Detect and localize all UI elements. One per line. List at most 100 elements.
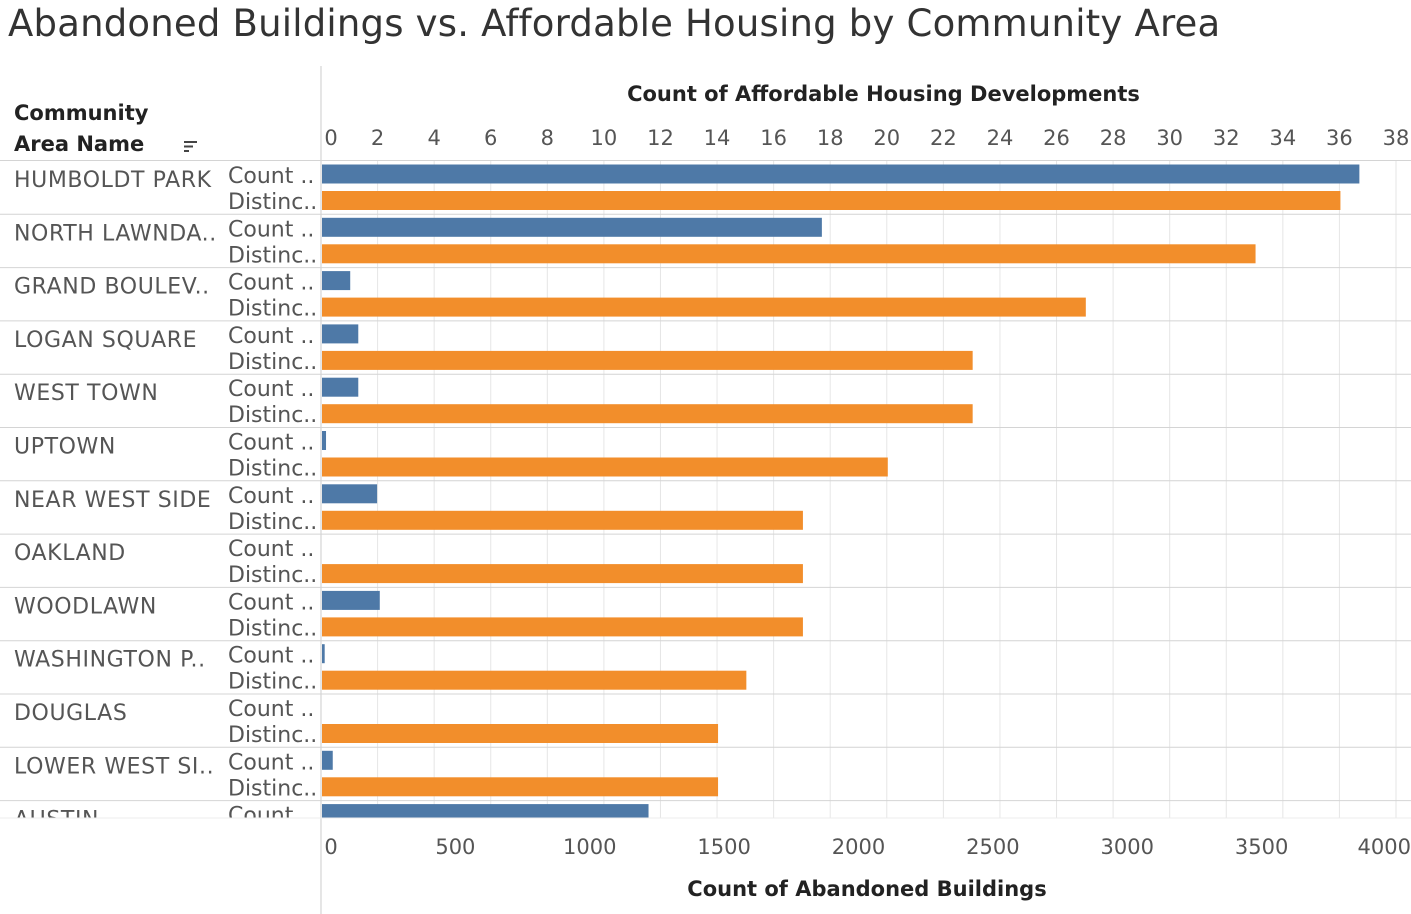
top-axis-tick-label: 36 — [1326, 126, 1353, 150]
measure-label-distinct: Distinc.. — [228, 457, 317, 482]
bar-distinct[interactable] — [322, 724, 719, 743]
table-row[interactable]: DOUGLAS Count ..Distinc.. — [0, 697, 1411, 748]
bottom-axis-tick-label: 3500 — [1235, 835, 1288, 859]
row-label: HUMBOLDT PARK — [14, 168, 212, 193]
row-label: OAKLAND — [14, 541, 126, 566]
table-row[interactable]: LOGAN SQUARE Count ..Distinc.. — [0, 324, 1411, 375]
measure-label-count: Count .. — [228, 804, 314, 829]
bar-count[interactable] — [322, 644, 325, 664]
measure-label-distinct: Distinc.. — [228, 670, 317, 695]
measure-label-distinct: Distinc.. — [228, 830, 317, 855]
top-axis-tick-label: 4 — [427, 126, 440, 150]
measure-label-count: Count .. — [228, 697, 314, 722]
row-label: WASHINGTON P.. — [14, 648, 206, 673]
top-axis-tick-label: 38 — [1383, 126, 1410, 150]
top-axis-tick-label: 20 — [873, 126, 900, 150]
bar-count[interactable] — [322, 164, 1360, 184]
measure-label-count: Count .. — [228, 164, 314, 189]
table-row[interactable]: HUMBOLDT PARK Count ..Distinc.. — [0, 164, 1411, 215]
row-label: AUSTIN — [14, 808, 99, 833]
top-axis-tick-label: 6 — [484, 126, 497, 150]
top-axis-tick-label: 16 — [760, 126, 787, 150]
table-row[interactable]: WASHINGTON P.. Count ..Distinc.. — [0, 644, 1411, 695]
measure-label-count: Count .. — [228, 537, 314, 562]
bar-count[interactable] — [322, 324, 359, 344]
measure-label-count: Count .. — [228, 324, 314, 349]
top-axis-title: Count of Affordable Housing Developments — [627, 82, 1140, 106]
row-label: NEAR WEST SIDE — [14, 488, 211, 513]
bar-distinct[interactable] — [322, 510, 803, 530]
bar-distinct[interactable] — [322, 297, 1086, 317]
table-row[interactable]: NEAR WEST SIDE Count ..Distinc.. — [0, 484, 1411, 535]
sort-descending-icon[interactable] — [183, 140, 199, 154]
top-axis-tick-label: 30 — [1156, 126, 1183, 150]
table-row[interactable]: LOWER WEST SI.. Count ..Distinc.. — [0, 750, 1411, 801]
bottom-axis-tick-label: 1500 — [697, 835, 750, 859]
bottom-axis-tick-label: 2500 — [966, 835, 1019, 859]
chart-title: Abandoned Buildings vs. Affordable Housi… — [8, 2, 1221, 45]
top-axis-tick-label: 2 — [371, 126, 384, 150]
top-axis-tick-label: 34 — [1269, 126, 1296, 150]
top-axis-tick-label: 12 — [647, 126, 674, 150]
measure-label-distinct: Distinc.. — [228, 403, 317, 428]
bar-distinct[interactable] — [322, 670, 747, 690]
table-row[interactable]: GRAND BOULEV.. Count ..Distinc.. — [0, 271, 1411, 322]
measure-label-distinct: Distinc.. — [228, 776, 317, 801]
bar-count[interactable] — [322, 804, 649, 823]
measure-label-distinct: Distinc.. — [228, 723, 317, 748]
top-axis-tick-label: 10 — [591, 126, 618, 150]
bar-count[interactable] — [322, 271, 351, 291]
bar-distinct[interactable] — [322, 617, 803, 637]
row-label: GRAND BOULEV.. — [14, 275, 210, 300]
table-row[interactable]: WEST TOWN Count ..Distinc.. — [0, 377, 1411, 428]
bar-count[interactable] — [322, 217, 822, 237]
top-axis-tick-label: 18 — [817, 126, 844, 150]
bar-distinct[interactable] — [322, 244, 1256, 264]
measure-label-distinct: Distinc.. — [228, 350, 317, 375]
measure-label-distinct: Distinc.. — [228, 616, 317, 641]
top-axis-tick-label: 0 — [324, 126, 337, 150]
bar-distinct[interactable] — [322, 457, 888, 477]
row-label: NORTH LAWNDA.. — [14, 221, 217, 246]
bar-count[interactable] — [322, 590, 380, 610]
table-row[interactable]: OAKLAND Count ..Distinc.. — [0, 537, 1411, 588]
bar-distinct[interactable] — [322, 191, 1341, 210]
table-row[interactable]: WOODLAWN Count ..Distinc.. — [0, 590, 1411, 641]
table-row[interactable]: NORTH LAWNDA.. Count ..Distinc.. — [0, 217, 1411, 268]
row-header-label: Community Area Name — [14, 101, 149, 156]
row-label: LOWER WEST SI.. — [14, 754, 214, 779]
row-label: WOODLAWN — [14, 594, 157, 619]
measure-label-distinct: Distinc.. — [228, 297, 317, 322]
measure-label-count: Count .. — [228, 217, 314, 242]
measure-label-count: Count .. — [228, 590, 314, 615]
bar-distinct[interactable] — [322, 564, 803, 584]
row-label: DOUGLAS — [14, 701, 127, 726]
bar-count[interactable] — [322, 750, 333, 770]
bottom-axis-tick-label: 2000 — [832, 835, 885, 859]
measure-label-distinct: Distinc.. — [228, 510, 317, 535]
bar-count[interactable] — [322, 431, 327, 450]
measure-label-distinct: Distinc.. — [228, 243, 317, 268]
measure-label-count: Count .. — [228, 484, 314, 509]
gridlines — [377, 161, 1397, 818]
bottom-axis-tick-label: 500 — [435, 835, 475, 859]
measure-label-count: Count .. — [228, 644, 314, 669]
top-axis-tick-label: 32 — [1213, 126, 1240, 150]
measure-label-distinct: Distinc.. — [228, 190, 317, 215]
top-axis-tick-label: 28 — [1100, 126, 1127, 150]
bottom-axis-tick-label: 4000 — [1358, 835, 1411, 859]
bar-count[interactable] — [322, 377, 359, 397]
measure-label-count: Count .. — [228, 431, 314, 456]
bar-distinct[interactable] — [322, 404, 973, 424]
bar-distinct[interactable] — [322, 350, 973, 370]
bar-distinct[interactable] — [322, 777, 719, 797]
top-axis-tick-label: 24 — [987, 126, 1014, 150]
measure-label-count: Count .. — [228, 271, 314, 296]
table-row[interactable]: AUSTIN Count ..Distinc.. — [0, 804, 1411, 855]
table-row[interactable]: UPTOWN Count ..Distinc.. — [0, 431, 1411, 482]
top-axis-tick-label: 8 — [541, 126, 554, 150]
bottom-axis-tick-label: 0 — [324, 835, 337, 859]
bar-count[interactable] — [322, 484, 378, 504]
top-axis-tick-label: 22 — [930, 126, 957, 150]
